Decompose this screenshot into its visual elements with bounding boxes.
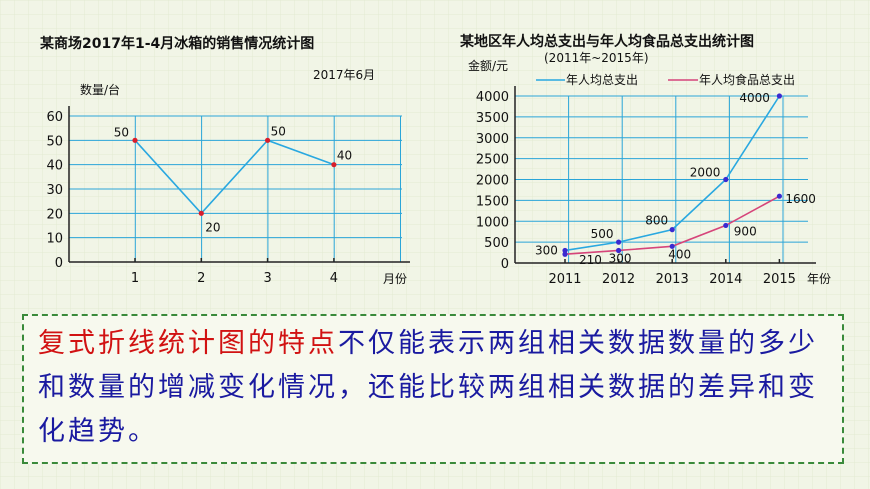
data-label: 800 bbox=[645, 214, 668, 228]
data-point bbox=[132, 137, 138, 143]
chart2-x-axis-label: 年份 bbox=[807, 272, 831, 286]
data-point bbox=[776, 193, 782, 199]
y-tick-label: 3000 bbox=[476, 132, 509, 147]
data-point bbox=[198, 210, 204, 216]
data-label: 900 bbox=[734, 224, 757, 238]
data-label: 400 bbox=[668, 247, 691, 261]
chart2-legend: 年人均总支出 年人均食品总支出 bbox=[536, 72, 795, 87]
chart2-y-axis-label: 金额/元 bbox=[468, 58, 508, 73]
x-tick-label: 2014 bbox=[709, 272, 742, 287]
data-label: 210 bbox=[579, 253, 602, 267]
x-tick-label: 3 bbox=[263, 271, 271, 286]
data-point bbox=[669, 243, 675, 249]
legend-label-food: 年人均食品总支出 bbox=[699, 72, 795, 87]
y-tick-label: 50 bbox=[46, 134, 63, 149]
chart1-title: 某商场2017年1-4月冰箱的销售情况统计图 bbox=[40, 35, 314, 52]
legend-label-total: 年人均总支出 bbox=[566, 73, 638, 87]
series-line-0 bbox=[134, 139, 335, 215]
data-label: 300 bbox=[535, 243, 558, 257]
data-label: 50 bbox=[114, 125, 129, 139]
refrigerator-sales-chart: 某商场2017年1-4月冰箱的销售情况统计图 2017年6月 数量/台 月份 0… bbox=[40, 35, 410, 286]
chart1-x-axis-label: 月份 bbox=[383, 272, 407, 286]
data-label: 1600 bbox=[785, 192, 816, 206]
note-heading: 复式折线统计图的特点 bbox=[38, 328, 338, 359]
data-point bbox=[562, 251, 568, 257]
data-point bbox=[265, 137, 271, 143]
y-tick-label: 40 bbox=[46, 159, 63, 174]
x-tick-label: 2012 bbox=[602, 272, 635, 287]
data-label: 4000 bbox=[739, 91, 770, 105]
x-tick-label: 2015 bbox=[763, 272, 796, 287]
y-tick-label: 3500 bbox=[476, 111, 509, 126]
data-point bbox=[331, 162, 337, 168]
data-point bbox=[723, 176, 729, 183]
y-tick-label: 2500 bbox=[476, 153, 509, 168]
data-label: 2000 bbox=[690, 166, 721, 180]
data-label: 50 bbox=[271, 124, 286, 138]
data-label: 300 bbox=[609, 251, 632, 265]
chart1-subtitle: 2017年6月 bbox=[313, 68, 375, 82]
y-tick-label: 30 bbox=[46, 183, 63, 198]
data-point bbox=[776, 93, 782, 99]
note-body: 不仅能表示两组相关数据数量的多少和数量的增减变化情况，还能比较两组相关数据的差异… bbox=[38, 328, 818, 447]
chart2-subtitle: (2011年~2015年) bbox=[544, 51, 649, 65]
y-tick-label: 1500 bbox=[476, 194, 509, 209]
data-point bbox=[562, 247, 568, 254]
data-label: 20 bbox=[205, 220, 220, 234]
y-tick-label: 1000 bbox=[476, 215, 509, 230]
y-tick-label: 0 bbox=[501, 257, 509, 272]
data-point bbox=[616, 247, 622, 254]
y-tick-label: 60 bbox=[46, 110, 63, 125]
x-tick-label: 2011 bbox=[548, 272, 581, 287]
x-tick-label: 4 bbox=[330, 271, 338, 286]
data-point bbox=[723, 222, 729, 229]
y-tick-label: 500 bbox=[484, 236, 509, 251]
x-tick-label: 2013 bbox=[656, 272, 689, 287]
data-label: 500 bbox=[591, 227, 614, 241]
feature-note-text: 复式折线统计图的特点不仅能表示两组相关数据数量的多少和数量的增减变化情况，还能比… bbox=[38, 322, 832, 454]
data-point bbox=[669, 227, 675, 233]
chart1-y-axis-label: 数量/台 bbox=[80, 82, 120, 97]
y-tick-label: 0 bbox=[55, 256, 63, 271]
y-tick-label: 2000 bbox=[476, 174, 509, 189]
x-tick-label: 1 bbox=[131, 271, 139, 286]
expenditure-chart: 某地区年人均总支出与年人均食品总支出统计图 (2011年~2015年) 金额/元… bbox=[460, 33, 831, 287]
data-label: 40 bbox=[337, 149, 352, 163]
y-tick-label: 4000 bbox=[476, 90, 509, 105]
chart2-title: 某地区年人均总支出与年人均食品总支出统计图 bbox=[460, 33, 754, 50]
feature-note-box: 复式折线统计图的特点不仅能表示两组相关数据数量的多少和数量的增减变化情况，还能比… bbox=[22, 314, 844, 464]
data-point bbox=[616, 239, 622, 245]
y-tick-label: 10 bbox=[46, 232, 63, 247]
y-tick-label: 20 bbox=[46, 207, 63, 222]
x-tick-label: 2 bbox=[197, 271, 205, 286]
